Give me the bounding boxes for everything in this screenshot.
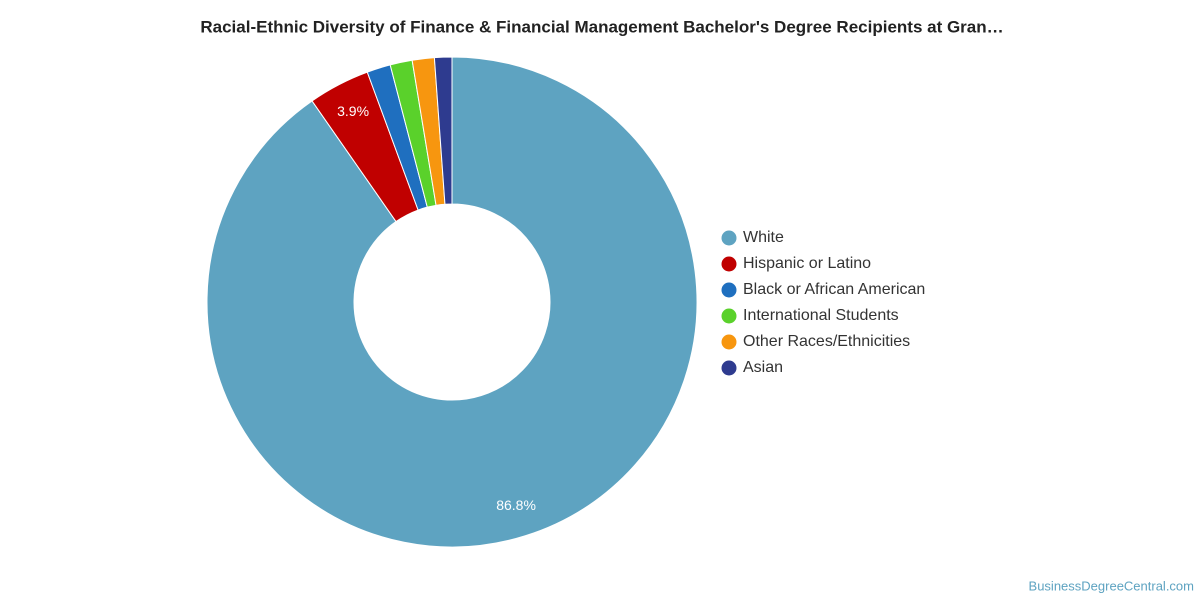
legend-marker — [721, 308, 737, 324]
legend-marker — [721, 256, 737, 272]
legend-label: White — [743, 229, 784, 246]
legend-label: Hispanic or Latino — [743, 255, 871, 272]
legend-label: Other Races/Ethnicities — [743, 333, 910, 350]
legend-marker — [721, 230, 737, 246]
donut-slice — [206, 56, 698, 548]
legend-label: Asian — [743, 359, 783, 376]
legend-marker — [721, 334, 737, 350]
legend-marker — [721, 282, 737, 298]
value-label: 86.8% — [496, 497, 536, 513]
value-label: 3.9% — [337, 103, 369, 119]
donut-slice — [433, 56, 453, 205]
legend-label: Black or African American — [743, 281, 925, 298]
chart-title: Racial-Ethnic Diversity of Finance & Fin… — [200, 17, 1003, 36]
watermark[interactable]: BusinessDegreeCentral.com — [1029, 578, 1194, 593]
legend-label: International Students — [743, 307, 899, 324]
legend-marker — [721, 360, 737, 376]
